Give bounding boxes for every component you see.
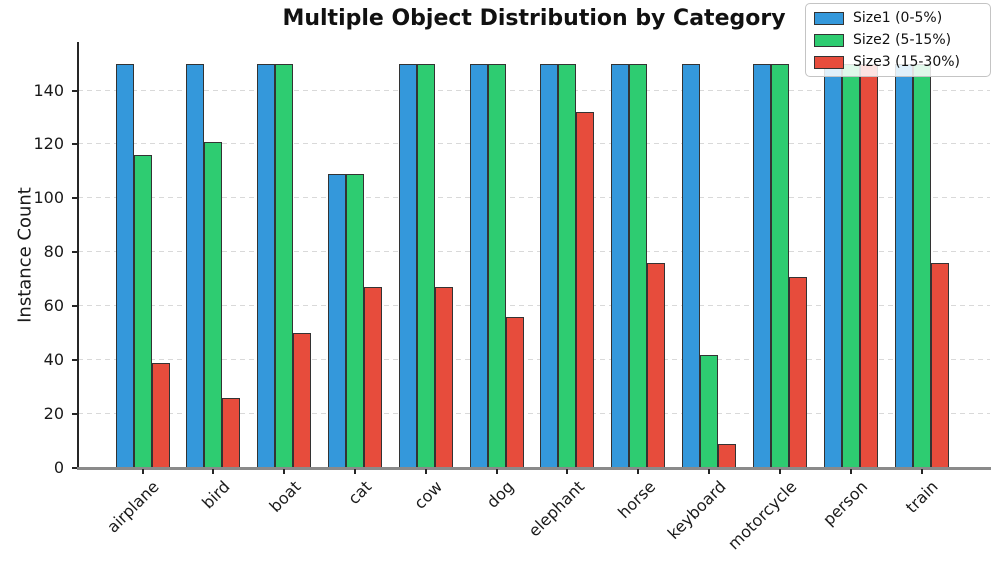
bar-dog-series1 [469,63,488,468]
legend-item-1: Size1 (0-5%) [814,10,982,26]
plot-area [77,42,991,470]
y-tick-label-20: 20 [43,404,64,424]
bar-motorcycle-series2 [770,63,789,468]
x-tick-mark-elephant [566,469,569,474]
bar-dog-series2 [487,63,506,468]
legend: Size1 (0-5%) Size2 (5-15%) Size3 (15-30%) [805,3,991,77]
x-tick-mark-motorcycle [778,469,781,474]
y-tick-mark-20 [72,413,77,416]
bar-bird-series2 [204,141,223,468]
bar-horse-series2 [629,63,648,468]
bar-bird-series1 [186,63,205,468]
bar-airplane-series2 [133,155,152,468]
y-tick-label-0: 0 [53,458,64,477]
bar-dog-series3 [505,317,524,468]
bar-cat-series1 [327,174,346,468]
bar-airplane-series1 [115,63,134,468]
bar-train-series3 [930,263,949,468]
gridline-140 [78,89,990,91]
legend-label: Size1 (0-5%) [853,10,943,26]
bar-keyboard-series3 [718,443,737,468]
bar-keyboard-series2 [700,354,719,468]
bar-elephant-series3 [576,112,595,468]
bar-group-cat [327,42,382,468]
bar-bird-series3 [222,397,241,468]
legend-swatch-icon [814,33,844,47]
bar-group-person [823,42,878,468]
bar-elephant-series1 [540,63,559,468]
legend-swatch-icon [814,55,844,69]
gridline-40 [78,359,990,361]
gridline-80 [78,251,990,253]
y-tick-mark-0 [72,467,77,469]
chart-title: Multiple Object Distribution by Category [282,6,786,31]
bar-group-keyboard [682,42,737,468]
legend-label: Size3 (15-30%) [853,54,961,70]
bar-elephant-series2 [558,63,577,468]
y-tick-mark-100 [72,197,77,200]
bar-group-boat [257,42,312,468]
bar-motorcycle-series3 [788,276,807,468]
bar-boat-series2 [275,63,294,468]
bar-train-series1 [894,63,913,468]
bar-group-train [894,42,949,468]
x-tick-mark-train [920,469,923,474]
y-tick-mark-60 [72,305,77,308]
bar-cat-series3 [363,287,382,468]
bar-group-horse [611,42,666,468]
bar-horse-series1 [611,63,630,468]
y-tick-label-140: 140 [33,80,64,100]
bar-person-series2 [841,63,860,468]
x-tick-mark-airplane [141,469,144,474]
bar-group-cow [398,42,453,468]
legend-item-2: Size2 (5-15%) [814,32,982,48]
bar-boat-series1 [257,63,276,468]
gridline-120 [78,143,990,145]
bar-group-dog [469,42,524,468]
gridline-60 [78,305,990,307]
x-tick-mark-dog [495,469,498,474]
bar-group-airplane [115,42,170,468]
bar-person-series3 [859,63,878,468]
x-tick-mark-keyboard [708,469,711,474]
y-tick-label-80: 80 [43,242,64,262]
y-tick-mark-80 [72,251,77,254]
y-tick-mark-40 [72,359,77,362]
bar-cow-series2 [416,63,435,468]
bar-group-elephant [540,42,595,468]
x-tick-mark-person [849,469,852,474]
bar-motorcycle-series1 [752,63,771,468]
x-tick-mark-horse [637,469,640,474]
bar-cat-series2 [345,174,364,468]
y-tick-label-100: 100 [33,188,64,208]
y-tick-mark-140 [72,89,77,92]
x-axis-spine [77,467,991,470]
y-tick-label-60: 60 [43,296,64,316]
x-tick-mark-bird [212,469,215,474]
gridline-20 [78,413,990,415]
bar-group-bird [186,42,241,468]
y-tick-label-40: 40 [43,350,64,370]
bar-person-series1 [823,63,842,468]
bar-keyboard-series1 [682,63,701,468]
legend-label: Size2 (5-15%) [853,32,952,48]
gridline-100 [78,197,990,199]
y-tick-mark-120 [72,143,77,146]
bar-airplane-series3 [151,362,170,468]
bar-train-series2 [912,63,931,468]
bar-cow-series1 [398,63,417,468]
x-tick-mark-cow [424,469,427,474]
bar-cow-series3 [434,287,453,468]
legend-swatch-icon [814,11,844,25]
x-tick-mark-boat [283,469,286,474]
x-tick-mark-cat [353,469,356,474]
y-axis-spine [77,42,79,470]
bar-horse-series3 [647,263,666,468]
y-tick-label-120: 120 [33,134,64,154]
legend-item-3: Size3 (15-30%) [814,54,982,70]
bar-boat-series3 [293,333,312,468]
bar-group-motorcycle [752,42,807,468]
